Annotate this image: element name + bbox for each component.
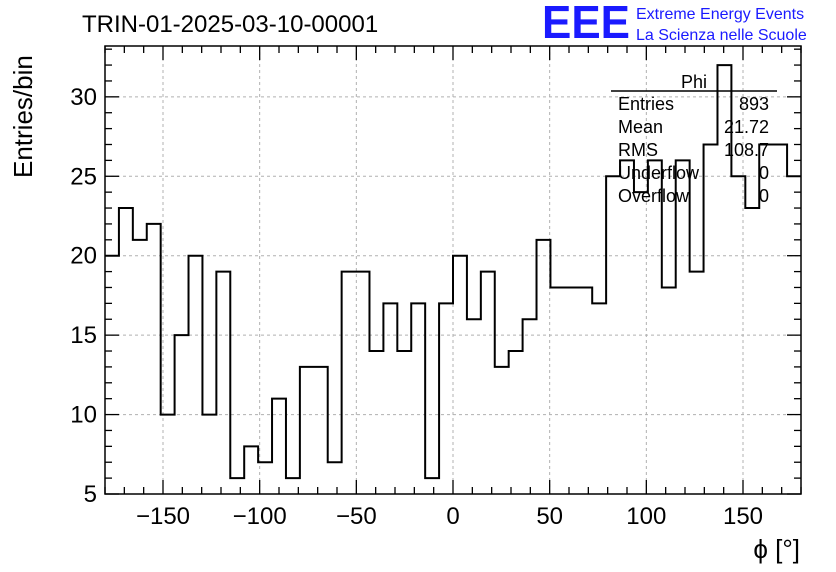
logo-line-2: La Scienza nelle Scuole xyxy=(636,27,807,44)
run-title: TRIN-01-2025-03-10-00001 xyxy=(82,11,378,38)
x-tick-label: 50 xyxy=(536,503,563,530)
x-tick-label: −100 xyxy=(233,503,287,530)
logo-line-1: Extreme Energy Events xyxy=(636,6,804,23)
stats-value: 0 xyxy=(759,163,769,183)
x-tick-label: 150 xyxy=(723,503,763,530)
stats-label: Overflow xyxy=(618,186,690,206)
stats-value: 108.7 xyxy=(724,140,769,160)
axis-ticks xyxy=(104,46,802,495)
y-tick-label: 30 xyxy=(70,84,97,111)
x-tick-labels: −150 −100 −50 0 50 100 150 xyxy=(136,503,763,530)
y-tick-label: 10 xyxy=(70,402,97,429)
stats-label: RMS xyxy=(618,140,658,160)
stats-label: Underflow xyxy=(618,163,700,183)
stats-label: Mean xyxy=(618,117,663,137)
y-tick-labels: 5 10 15 20 25 30 xyxy=(70,84,97,508)
stats-value: 21.72 xyxy=(724,117,769,137)
y-axis-label: Entries/bin xyxy=(8,55,38,178)
x-tick-label: −50 xyxy=(336,503,377,530)
x-axis-label: ϕ [°] xyxy=(753,534,800,564)
y-tick-label: 20 xyxy=(70,243,97,270)
x-tick-label: 100 xyxy=(626,503,666,530)
stats-label: Entries xyxy=(618,94,674,114)
histogram-step-line xyxy=(105,64,801,480)
y-tick-label: 5 xyxy=(84,481,97,508)
y-tick-label: 15 xyxy=(70,322,97,349)
stats-box-title: Phi xyxy=(681,72,707,92)
x-tick-label: 0 xyxy=(446,503,459,530)
eee-logo: EEE xyxy=(542,0,630,48)
x-tick-label: −150 xyxy=(136,503,190,530)
stats-box: Phi Entries 893 Mean 21.72 RMS 108.7 Underflow… xyxy=(611,72,777,206)
stats-value: 893 xyxy=(739,94,769,114)
stats-value: 0 xyxy=(759,186,769,206)
y-tick-label: 25 xyxy=(70,163,97,190)
